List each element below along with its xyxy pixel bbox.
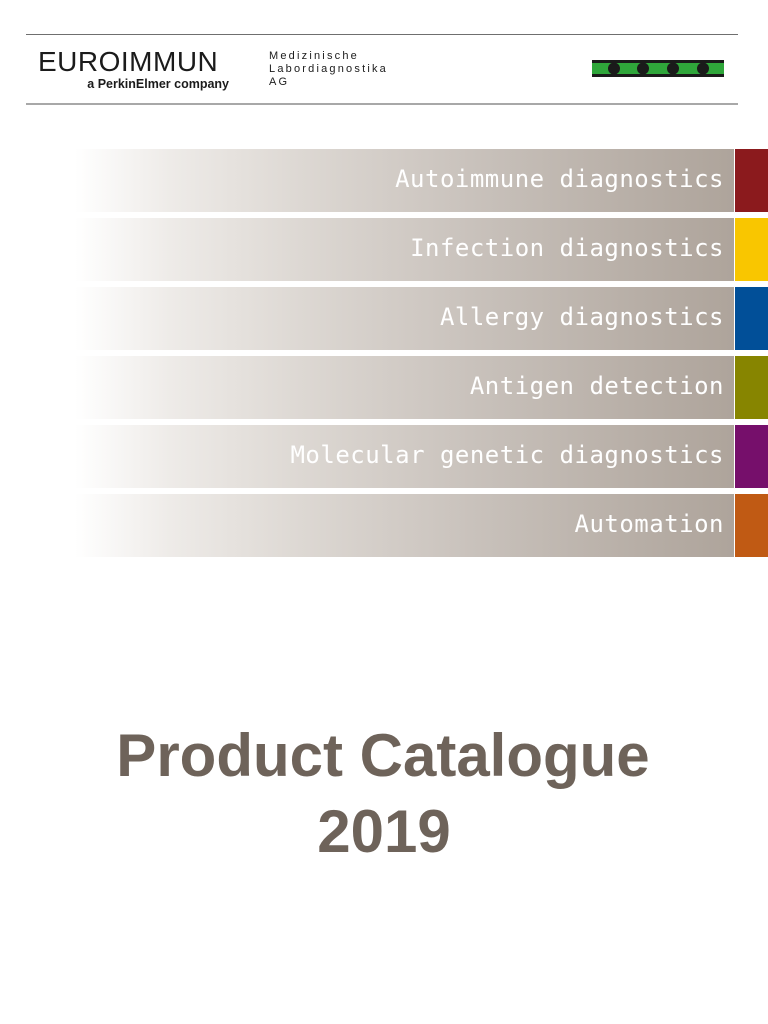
category-label: Antigen detection — [469, 372, 724, 400]
category-band — [0, 494, 734, 557]
euroimmun-green-bar-dots-icon — [592, 60, 724, 77]
brand-subtitle: a PerkinElmer company — [87, 77, 229, 91]
category-band — [0, 425, 734, 488]
logo-bar-fill — [592, 63, 724, 74]
category-color-swatch — [735, 149, 768, 212]
category-label: Infection diagnostics — [410, 234, 724, 262]
category-band — [0, 356, 734, 419]
logo-dot — [637, 62, 649, 75]
company-descriptor: Medizinische Labordiagnostika AG — [269, 50, 388, 89]
logo-dot — [667, 62, 679, 75]
category-band — [0, 149, 734, 212]
category-row-infection: Infection diagnostics — [0, 218, 768, 281]
header-top-rule — [26, 34, 738, 35]
catalogue-title: Product Catalogue 2019 — [0, 718, 768, 870]
category-row-allergy: Allergy diagnostics — [0, 287, 768, 350]
company-line-3: AG — [269, 76, 290, 88]
catalogue-title-line-1: Product Catalogue — [116, 722, 650, 789]
category-label: Allergy diagnostics — [439, 303, 724, 331]
category-row-molecular: Molecular genetic diagnostics — [0, 425, 768, 488]
category-color-swatch — [735, 218, 768, 281]
company-line-1: Medizinische — [269, 50, 359, 62]
brand-logo: EUROIMMUN a PerkinElmer company — [38, 46, 233, 92]
header-bottom-rule — [26, 103, 738, 105]
catalogue-title-year: 2019 — [317, 798, 451, 865]
category-list: Autoimmune diagnostics Infection diagnos… — [0, 149, 768, 563]
category-label: Automation — [574, 510, 724, 538]
logo-dot — [608, 62, 620, 75]
brand-name: EUROIMMUN — [38, 46, 219, 77]
category-band — [0, 287, 734, 350]
category-label: Autoimmune diagnostics — [395, 165, 724, 193]
category-row-automation: Automation — [0, 494, 768, 557]
category-color-swatch — [735, 425, 768, 488]
category-color-swatch — [735, 287, 768, 350]
company-line-2: Labordiagnostika — [269, 63, 388, 75]
logo-dot — [697, 62, 709, 75]
category-color-swatch — [735, 356, 768, 419]
category-color-swatch — [735, 494, 768, 557]
category-row-autoimmune: Autoimmune diagnostics — [0, 149, 768, 212]
category-band — [0, 218, 734, 281]
category-label: Molecular genetic diagnostics — [290, 441, 724, 469]
category-row-antigen: Antigen detection — [0, 356, 768, 419]
